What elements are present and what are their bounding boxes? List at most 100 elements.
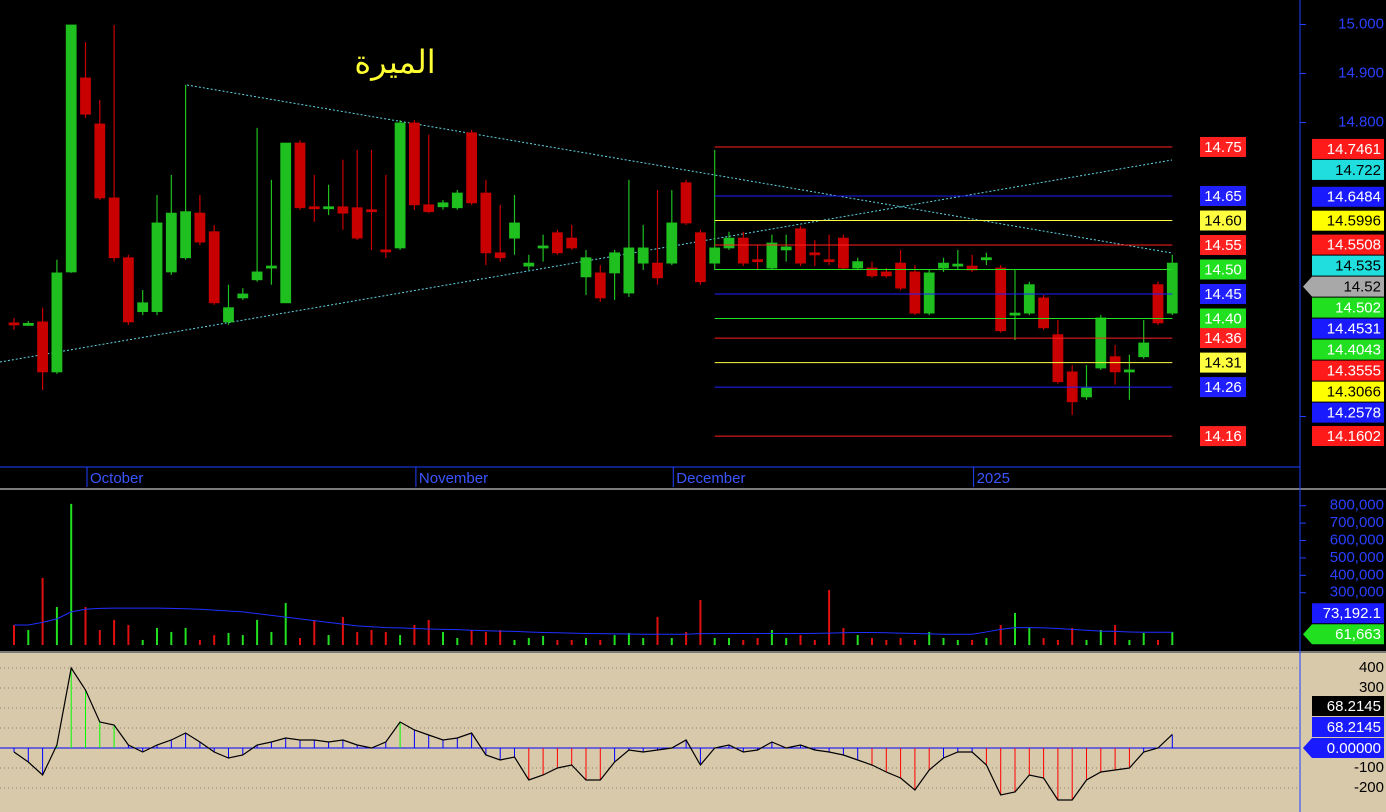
level-label: 14.16: [1204, 428, 1242, 445]
candle-body: [995, 267, 1007, 332]
value-tag: [1312, 738, 1384, 758]
candle-body: [80, 77, 91, 115]
candle-body: [823, 259, 835, 263]
value-tag: [1312, 603, 1384, 624]
candle-body: [737, 237, 749, 264]
level-label: 14.75: [1204, 139, 1242, 156]
y-tick-label: 800,000: [1330, 497, 1384, 514]
y-tick-label: 700,000: [1330, 514, 1384, 531]
value-tag-label: 14.4043: [1327, 342, 1381, 359]
value-tag-label: 14.2578: [1327, 405, 1381, 422]
value-tag: [1312, 138, 1384, 159]
candle-body: [866, 267, 878, 277]
value-tag: [1312, 210, 1384, 231]
y-tick-label: 500,000: [1330, 549, 1384, 566]
candle-body: [194, 212, 206, 243]
candle-body: [580, 257, 592, 278]
level-tag: [1200, 283, 1246, 304]
candle-body: [509, 222, 520, 239]
value-tag: [1312, 234, 1384, 255]
candle-body: [552, 232, 563, 254]
candle-body: [938, 262, 949, 269]
candle-body: [523, 262, 535, 267]
x-tick-label: 2025: [977, 470, 1010, 487]
candle-body: [265, 265, 277, 269]
candle-body: [37, 321, 48, 373]
candle-body: [895, 262, 906, 289]
value-tag: [1312, 696, 1384, 716]
level-label: 14.50: [1204, 261, 1242, 278]
level-label: 14.55: [1204, 237, 1242, 254]
value-tag-label: 14.1602: [1327, 428, 1381, 445]
level-tag: [1200, 426, 1246, 447]
candle-body: [909, 271, 921, 314]
candle-body: [423, 204, 435, 213]
value-tag-label: 14.4531: [1327, 321, 1381, 338]
value-tag-label: 68.2145: [1327, 719, 1381, 736]
plot-layer: 15.00014.90014.80014.200OctoberNovemberD…: [0, 15, 1384, 801]
candle-body: [208, 231, 220, 304]
candle-body: [852, 261, 864, 269]
value-tag-label: 73,192.1: [1323, 605, 1381, 622]
candle-body: [695, 232, 706, 283]
candle-body: [323, 206, 335, 210]
y-tick-label: 600,000: [1330, 531, 1384, 548]
candle-body: [1109, 356, 1121, 373]
value-tag: [1312, 186, 1384, 207]
candle-body: [366, 209, 377, 213]
level-label: 14.60: [1204, 212, 1242, 229]
value-tag-label: 14.3066: [1327, 384, 1381, 401]
y-tick-label: 400: [1359, 659, 1384, 676]
value-tag-label: 14.3555: [1327, 363, 1381, 380]
candle-body: [609, 252, 620, 274]
candle-body: [838, 237, 849, 269]
candle-body: [494, 252, 506, 259]
value-tag: [1312, 297, 1384, 318]
y-tick-label: 15.000: [1338, 15, 1384, 32]
value-tag-label: 14.7461: [1327, 141, 1381, 158]
candle-body: [1052, 334, 1064, 383]
candle-body: [280, 142, 292, 304]
candle-body: [566, 237, 578, 249]
candle-body: [394, 122, 406, 249]
value-tag: [1312, 402, 1384, 423]
level-label: 14.65: [1204, 188, 1242, 205]
candle-body: [723, 237, 735, 249]
value-tag-label: 14.5996: [1327, 213, 1381, 230]
candle-body: [337, 206, 349, 214]
level-tag: [1200, 259, 1246, 280]
candle-body: [709, 247, 721, 264]
value-tag-label: 14.722: [1335, 162, 1381, 179]
level-tag: [1200, 136, 1246, 157]
chart-title: الميرة: [354, 43, 435, 81]
value-tag-label: 14.535: [1335, 258, 1381, 275]
value-tag-label: 14.52: [1343, 279, 1381, 296]
value-tag-pointer: [1303, 276, 1312, 297]
level-label: 14.31: [1204, 355, 1242, 372]
value-tag-pointer: [1303, 624, 1312, 645]
candle-body: [165, 212, 177, 273]
level-label: 14.26: [1204, 379, 1242, 396]
candle-body: [666, 222, 678, 264]
candle-body: [223, 307, 234, 323]
candle-body: [308, 206, 320, 210]
level-tag: [1200, 328, 1246, 349]
candle-body: [380, 249, 392, 253]
level-tag: [1200, 185, 1246, 206]
value-tag: [1312, 425, 1384, 446]
candle-body: [351, 207, 363, 239]
level-tag: [1200, 234, 1246, 255]
value-tag: [1312, 255, 1384, 276]
candle-body: [1095, 317, 1107, 369]
candle-body: [652, 262, 663, 279]
candle-body: [923, 272, 935, 314]
value-tag-label: 14.502: [1335, 300, 1381, 317]
candle-body: [981, 257, 992, 261]
candle-body: [151, 222, 163, 313]
level-label: 14.45: [1204, 286, 1242, 303]
candle-body: [1009, 312, 1021, 316]
candle-body: [1138, 342, 1150, 358]
candle-body: [780, 246, 792, 251]
candle-body: [637, 247, 649, 264]
